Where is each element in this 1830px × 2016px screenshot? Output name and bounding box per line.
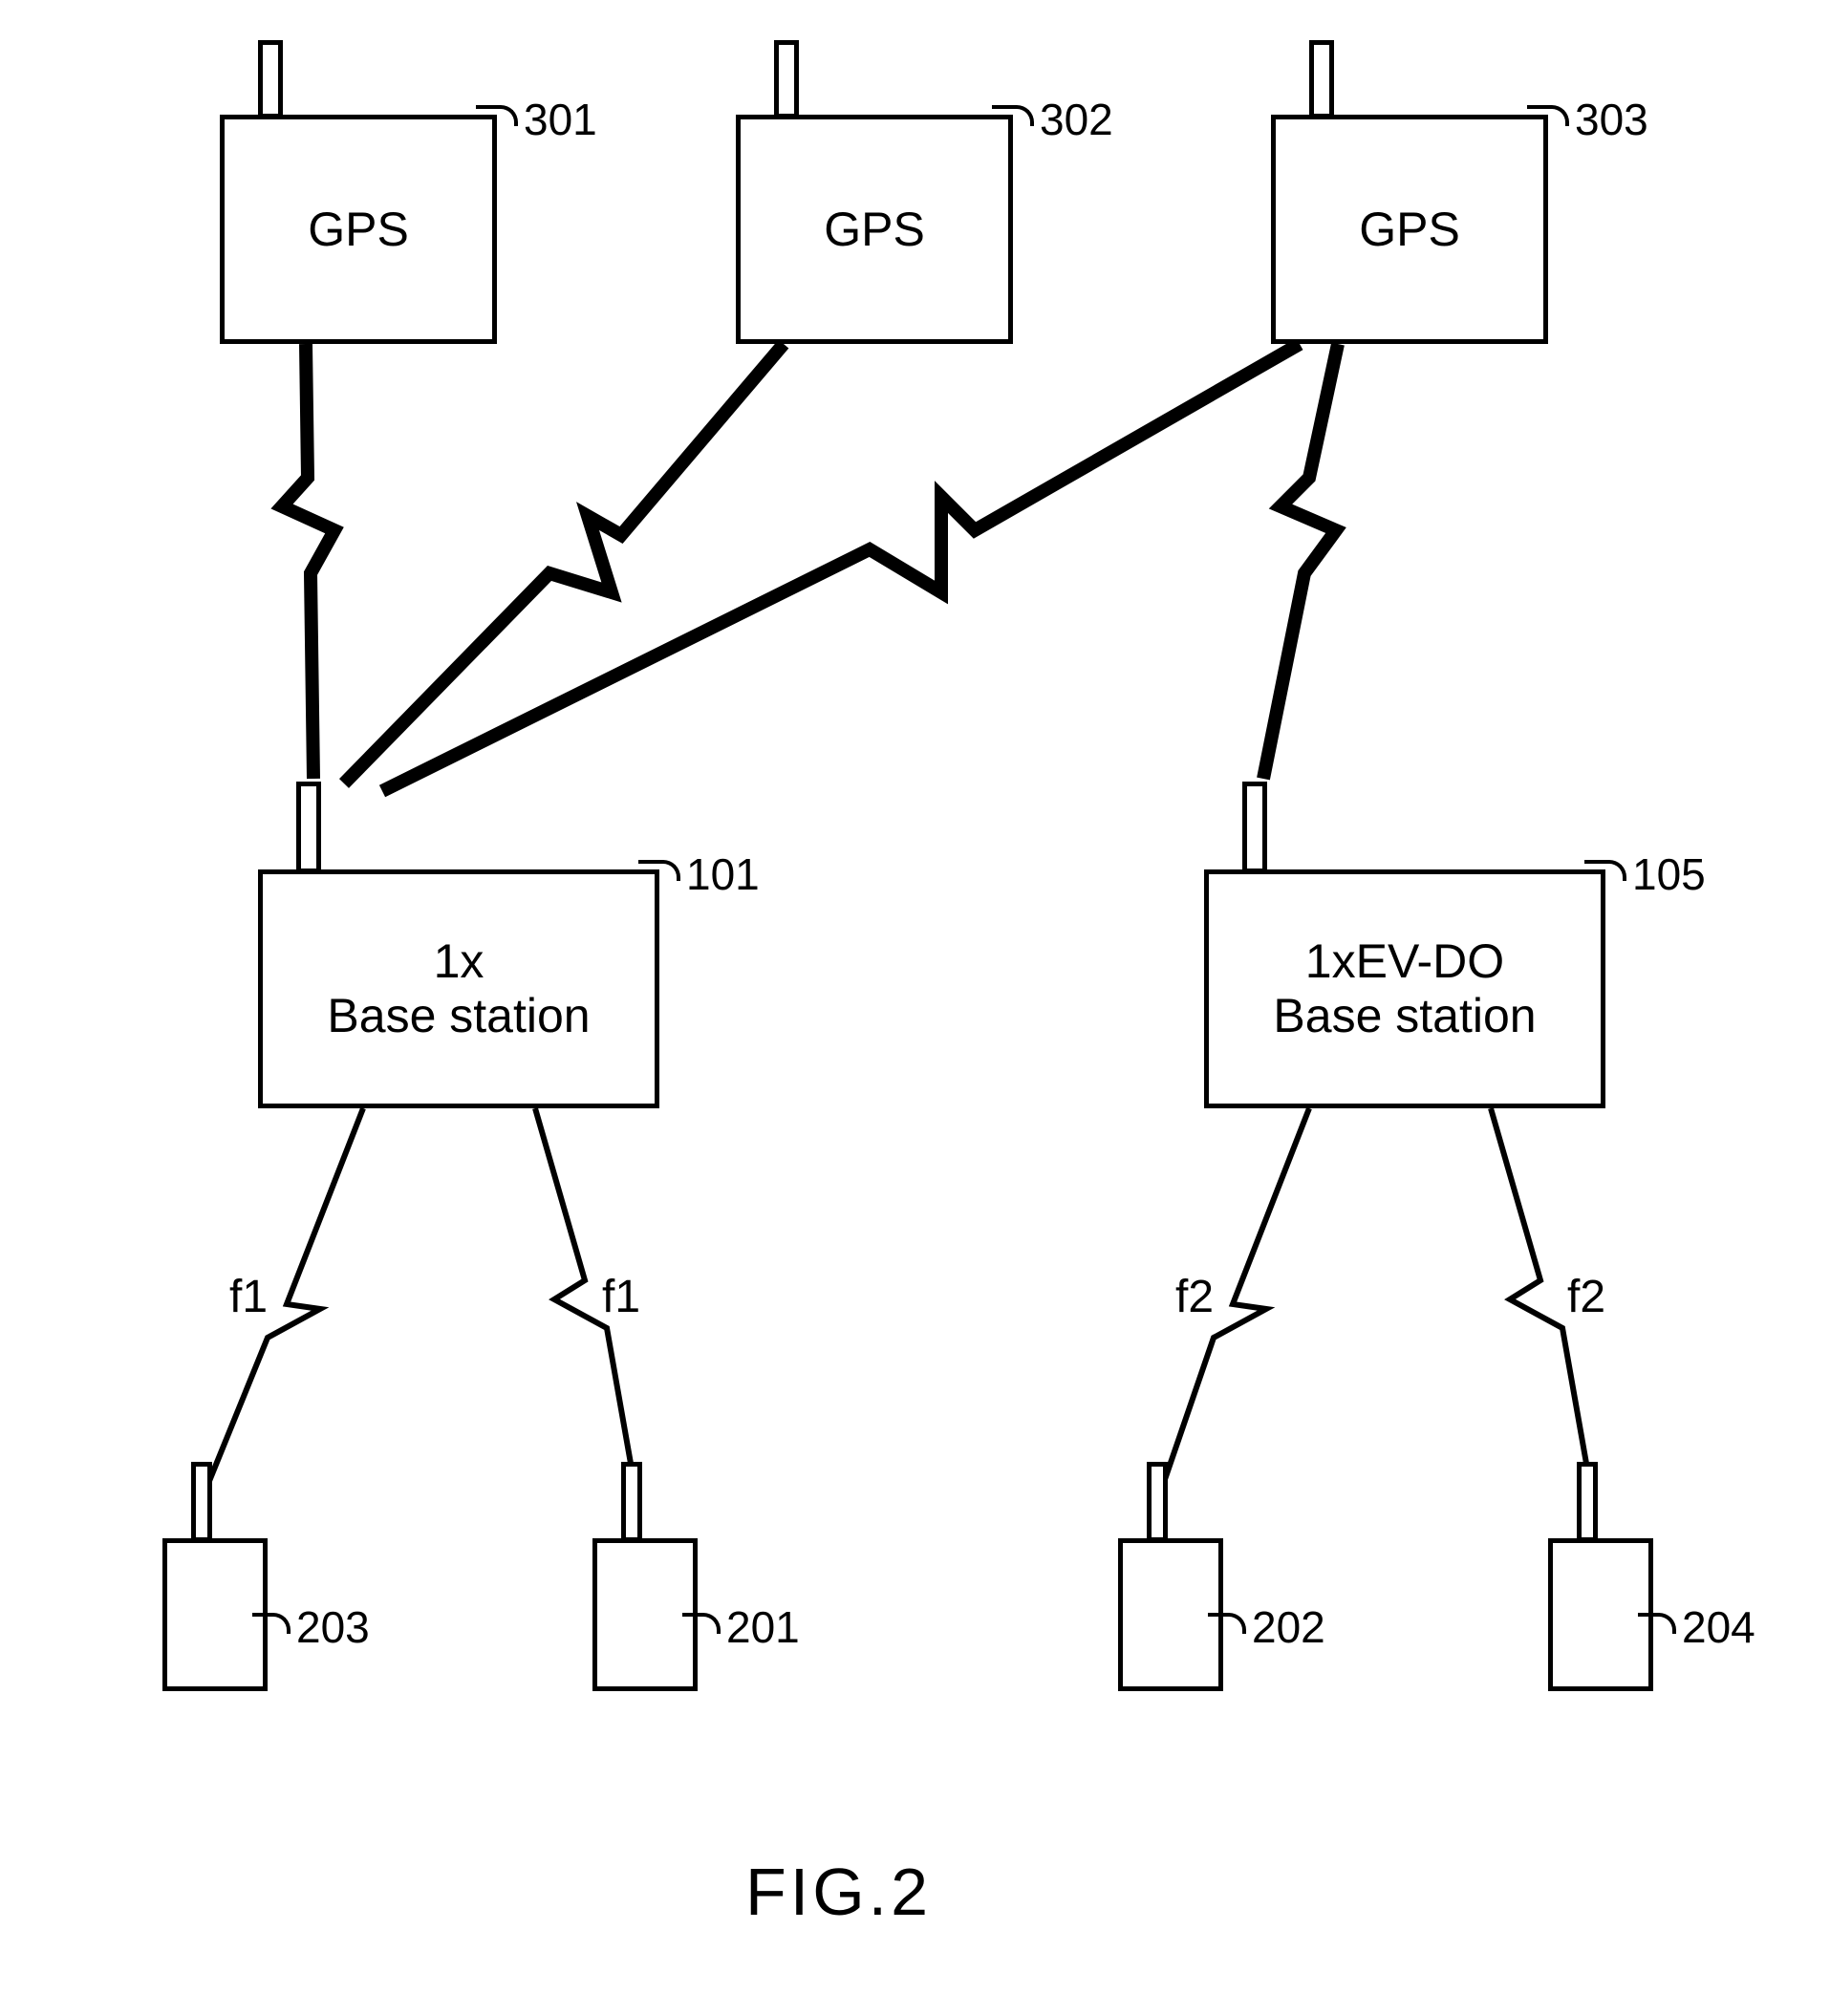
ref-leader — [992, 105, 1034, 126]
gps-antenna — [1309, 40, 1334, 118]
ref-leader — [1527, 105, 1569, 126]
freq-text: f2 — [1567, 1272, 1605, 1322]
ref-leader — [682, 1613, 721, 1634]
figure-caption: FIG.2 — [745, 1854, 932, 1930]
terminal-antenna — [191, 1462, 212, 1542]
gps-label: GPS — [824, 202, 925, 257]
ref-leader — [252, 1613, 291, 1634]
ref-leader — [476, 105, 518, 126]
base-station-antenna — [296, 782, 321, 873]
ref-label: 105 — [1632, 848, 1706, 900]
ref-leader — [1584, 860, 1626, 881]
terminal-antenna — [621, 1462, 642, 1542]
ref-label: 302 — [1040, 94, 1113, 145]
ref-text: 301 — [524, 95, 597, 144]
freq-label: f2 — [1567, 1271, 1605, 1323]
freq-text: f1 — [229, 1272, 268, 1322]
base-station-line2: Base station — [1273, 989, 1536, 1044]
base-station-antenna — [1242, 782, 1267, 873]
wireless-link-icon — [282, 344, 334, 779]
base-station-line1: 1xEV-DO — [1273, 934, 1536, 990]
ref-text: 105 — [1632, 849, 1706, 899]
base-station-text: 1x Base station — [327, 934, 590, 1044]
gps-node: GPS — [220, 115, 497, 344]
terminal-antenna — [1577, 1462, 1598, 1542]
ref-label: 204 — [1682, 1601, 1755, 1653]
ref-text: 101 — [686, 849, 760, 899]
ref-text: 303 — [1575, 95, 1648, 144]
gps-antenna — [774, 40, 799, 118]
freq-label: f1 — [229, 1271, 268, 1323]
ref-text: 302 — [1040, 95, 1113, 144]
diagram-canvas: GPS GPS GPS 1x Base station 1xEV-DO Base… — [0, 0, 1830, 2016]
freq-text: f2 — [1175, 1272, 1214, 1322]
base-station-line1: 1x — [327, 934, 590, 990]
gps-node: GPS — [1271, 115, 1548, 344]
terminal-antenna — [1147, 1462, 1168, 1542]
ref-text: 203 — [296, 1602, 370, 1652]
ref-label: 101 — [686, 848, 760, 900]
gps-label: GPS — [308, 202, 409, 257]
wireless-link-icon — [1263, 344, 1338, 779]
base-station-line2: Base station — [327, 989, 590, 1044]
ref-text: 204 — [1682, 1602, 1755, 1652]
gps-node: GPS — [736, 115, 1013, 344]
ref-leader — [1208, 1613, 1246, 1634]
base-station-text: 1xEV-DO Base station — [1273, 934, 1536, 1044]
ref-leader — [638, 860, 680, 881]
base-to-terminal-links — [205, 1108, 1591, 1491]
ref-text: 201 — [726, 1602, 800, 1652]
freq-label: f1 — [602, 1271, 640, 1323]
ref-label: 303 — [1575, 94, 1648, 145]
ref-label: 201 — [726, 1601, 800, 1653]
freq-label: f2 — [1175, 1271, 1214, 1323]
freq-text: f1 — [602, 1272, 640, 1322]
gps-to-base-links — [282, 344, 1338, 791]
base-station-node: 1xEV-DO Base station — [1204, 869, 1605, 1108]
gps-antenna — [258, 40, 283, 118]
ref-text: 202 — [1252, 1602, 1325, 1652]
figure-caption-text: FIG.2 — [745, 1855, 932, 1929]
wireless-link-icon — [382, 344, 1300, 791]
gps-label: GPS — [1359, 202, 1460, 257]
wireless-link-icon — [344, 344, 784, 783]
ref-label: 301 — [524, 94, 597, 145]
ref-label: 202 — [1252, 1601, 1325, 1653]
ref-leader — [1638, 1613, 1676, 1634]
ref-label: 203 — [296, 1601, 370, 1653]
base-station-node: 1x Base station — [258, 869, 659, 1108]
